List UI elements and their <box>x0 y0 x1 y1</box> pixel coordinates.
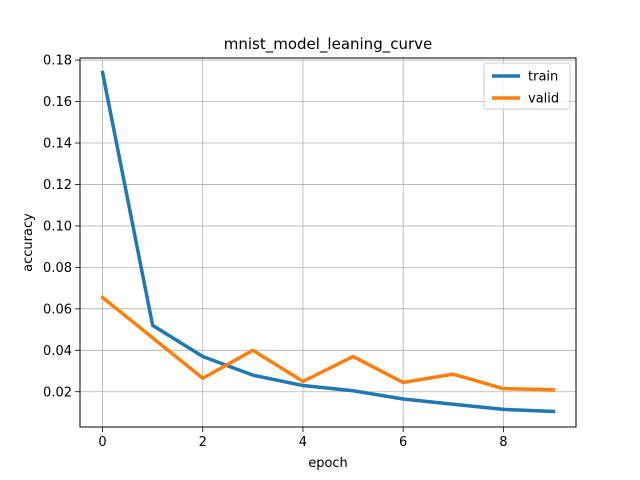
y-tick-label: 0.04 <box>43 344 72 359</box>
legend: train valid <box>483 62 571 110</box>
grid <box>80 58 576 427</box>
x-tick-label: 8 <box>499 435 507 450</box>
y-tick-label: 0.08 <box>43 261 72 276</box>
x-tick-label: 0 <box>98 435 106 450</box>
legend-label-valid: valid <box>528 92 559 107</box>
series-line-train <box>100 70 556 414</box>
x-tick-label: 2 <box>199 435 207 450</box>
y-tick-label: 0.16 <box>43 95 72 110</box>
x-tick-label: 6 <box>399 435 407 450</box>
chart-title: mnist_model_leaning_curve <box>224 35 433 54</box>
y-axis-title: accuracy <box>21 213 36 272</box>
x-axis-title: epoch <box>308 456 348 471</box>
plot-area-frame <box>79 57 577 428</box>
x-tick-label: 4 <box>299 435 307 450</box>
y-tick-label: 0.14 <box>43 136 72 151</box>
y-tick-label: 0.18 <box>43 54 72 69</box>
series-line-valid <box>100 294 556 392</box>
y-tick-label: 0.02 <box>43 385 72 400</box>
y-tick-label: 0.10 <box>43 219 72 234</box>
legend-label-train: train <box>528 70 558 85</box>
y-tick-label: 0.06 <box>43 302 72 317</box>
y-tick-label: 0.12 <box>43 178 72 193</box>
axis-ticks: 0 2 4 6 8 0.02 0.04 0.06 0.08 0.10 0.12 0.14 0.16 0.1… <box>43 54 507 450</box>
series-lines <box>100 70 556 414</box>
